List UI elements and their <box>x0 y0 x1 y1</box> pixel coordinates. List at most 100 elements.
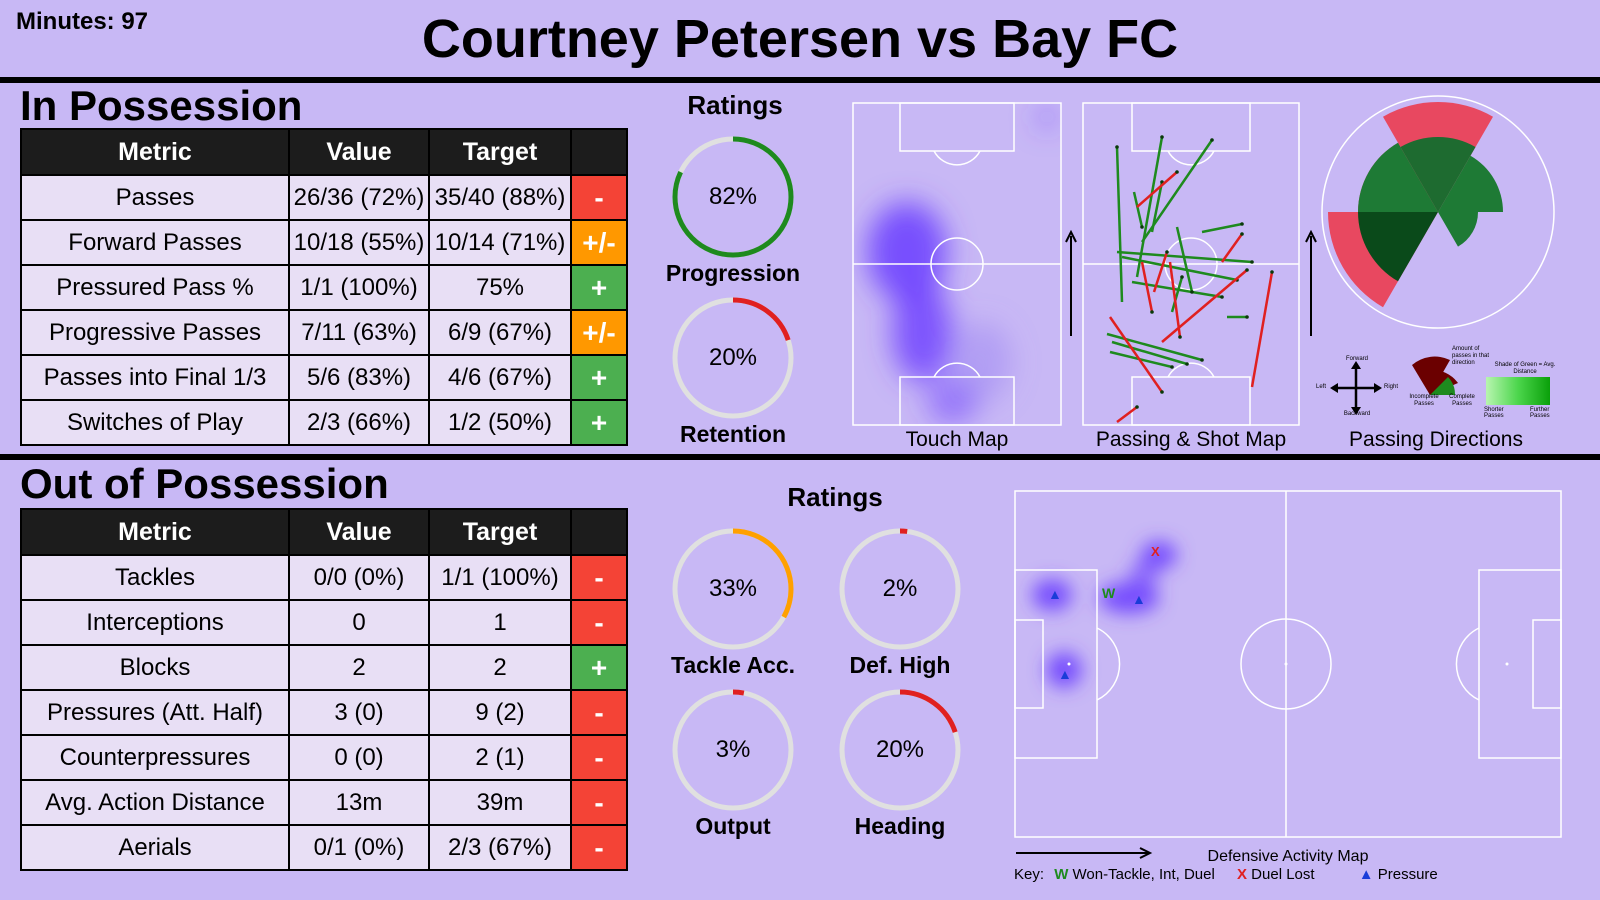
pressure-marker: ▲ <box>1058 666 1072 682</box>
defensive-heatmap <box>1032 541 1177 688</box>
direction-legend <box>1330 356 1550 415</box>
legend-complete: Complete Passes <box>1449 394 1475 407</box>
section-divider <box>0 454 1600 460</box>
pass-line <box>1140 261 1154 313</box>
pass-end <box>1200 358 1204 362</box>
status-badge: - <box>570 779 628 826</box>
page-title: Courtney Petersen vs Bay FC <box>421 9 1179 69</box>
in-possession-table: Metric Value Target Passes 26/36 (72%) 35/… <box>20 128 628 446</box>
status-badge: - <box>570 174 628 221</box>
pass-end <box>1165 250 1169 254</box>
pass-end <box>1210 138 1214 142</box>
table-cell-target: 1/1 (100%) <box>428 554 572 601</box>
table-row: Avg. Action Distance 13m 39m - <box>20 779 628 826</box>
gauge-label: Heading <box>854 813 946 839</box>
gauge-value: 82% <box>708 183 758 210</box>
rating-gauge <box>672 689 794 811</box>
pass-end <box>1170 365 1174 369</box>
rating-gauge <box>672 297 794 419</box>
pass-end <box>1180 275 1184 279</box>
pass-end <box>1270 270 1274 274</box>
pass-line <box>1116 406 1138 423</box>
pass-end <box>1175 170 1179 174</box>
table-cell-target: 1 <box>428 599 572 646</box>
table-cell-metric: Counterpressures <box>20 734 290 781</box>
rose-wedge-complete <box>1400 137 1476 212</box>
gauge-fill <box>672 528 794 650</box>
table-row: Pressures (Att. Half) 3 (0) 9 (2) - <box>20 689 628 736</box>
pass-line <box>1250 271 1274 388</box>
table-header-row: Metric Value Target <box>20 508 628 556</box>
table-row: Tackles 0/0 (0%) 1/1 (100%) - <box>20 554 628 601</box>
pass-end <box>1178 335 1182 339</box>
table-cell-metric: Tackles <box>20 554 290 601</box>
table-row: Blocks 2 2 + <box>20 644 628 691</box>
status-badge: - <box>570 689 628 736</box>
table-cell-metric: Passes <box>20 174 290 221</box>
legend-shorter: Shorter Passes <box>1484 407 1504 419</box>
pass-end <box>1240 222 1244 226</box>
table-cell-value: 1/1 (100%) <box>288 264 430 311</box>
key-label: Key: <box>1014 866 1045 883</box>
column-header: Value <box>288 128 430 176</box>
pressure-marker: ▲ <box>1048 586 1062 602</box>
table-cell-value: 10/18 (55%) <box>288 219 430 266</box>
rose-wedge-complete <box>1358 212 1438 282</box>
column-header <box>570 128 628 176</box>
column-header: Metric <box>20 508 290 556</box>
gauge-value: 2% <box>882 575 918 602</box>
pass-line <box>1108 316 1164 393</box>
table-cell-target: 35/40 (88%) <box>428 174 572 221</box>
gauge-fill <box>839 689 961 811</box>
legend-further: Further Passes <box>1530 407 1550 419</box>
legend-shade: Shade of Green = Avg. Distance <box>1494 362 1556 375</box>
legend-backward: Backward <box>1343 411 1371 417</box>
gauge-label: Tackle Acc. <box>670 652 796 678</box>
attack-direction-arrow <box>1016 847 1153 859</box>
pass-line <box>1115 146 1124 303</box>
oop-ratings-title: Ratings <box>787 482 883 512</box>
column-header <box>570 508 628 556</box>
table-cell-target: 39m <box>428 779 572 826</box>
out-of-possession-table: Metric Value Target Tackles 0/0 (0%) 1/1 (… <box>20 508 628 871</box>
gauge-label: Output <box>695 813 771 839</box>
status-badge: + <box>570 264 628 311</box>
rating-gauge <box>839 528 961 650</box>
pass-line <box>1201 222 1243 234</box>
table-cell-target: 9 (2) <box>428 689 572 736</box>
pass-end <box>1245 268 1249 272</box>
pass-end <box>1220 295 1224 299</box>
table-cell-metric: Progressive Passes <box>20 309 290 356</box>
top-divider <box>0 77 1600 83</box>
legend-incomplete: Incomplete Passes <box>1409 394 1439 407</box>
table-cell-target: 2/3 (67%) <box>428 824 572 871</box>
pass-end <box>1185 362 1189 366</box>
defensive-map-caption: Defensive Activity Map <box>1207 848 1369 865</box>
table-row: Pressured Pass % 1/1 (100%) 75% + <box>20 264 628 311</box>
gauge-fill <box>672 689 794 811</box>
pass-end <box>1140 225 1144 229</box>
table-cell-target: 1/2 (50%) <box>428 399 572 446</box>
pass-line <box>1152 251 1169 293</box>
table-row: Aerials 0/1 (0%) 2/3 (67%) - <box>20 824 628 871</box>
table-row: Forward Passes 10/18 (55%) 10/14 (71%) +/- <box>20 219 628 266</box>
table-cell-target: 2 (1) <box>428 734 572 781</box>
table-cell-metric: Switches of Play <box>20 399 290 446</box>
duel-lost-marker: X <box>1151 544 1160 559</box>
table-cell-metric: Passes into Final 1/3 <box>20 354 290 401</box>
pass-line <box>1106 332 1203 362</box>
pass-line <box>1136 171 1178 208</box>
pass-line <box>1109 350 1173 369</box>
touch-heatmap <box>867 105 1057 424</box>
gauge-value: 20% <box>875 736 925 763</box>
legend-right: Right <box>1384 384 1399 390</box>
column-header: Metric <box>20 128 290 176</box>
table-cell-value: 0 <box>288 599 430 646</box>
table-cell-value: 0/0 (0%) <box>288 554 430 601</box>
table-cell-target: 75% <box>428 264 572 311</box>
gauge-value: 20% <box>708 344 758 371</box>
table-row: Counterpressures 0 (0) 2 (1) - <box>20 734 628 781</box>
table-cell-value: 0/1 (0%) <box>288 824 430 871</box>
status-badge: - <box>570 824 628 871</box>
pass-line <box>1121 255 1238 282</box>
